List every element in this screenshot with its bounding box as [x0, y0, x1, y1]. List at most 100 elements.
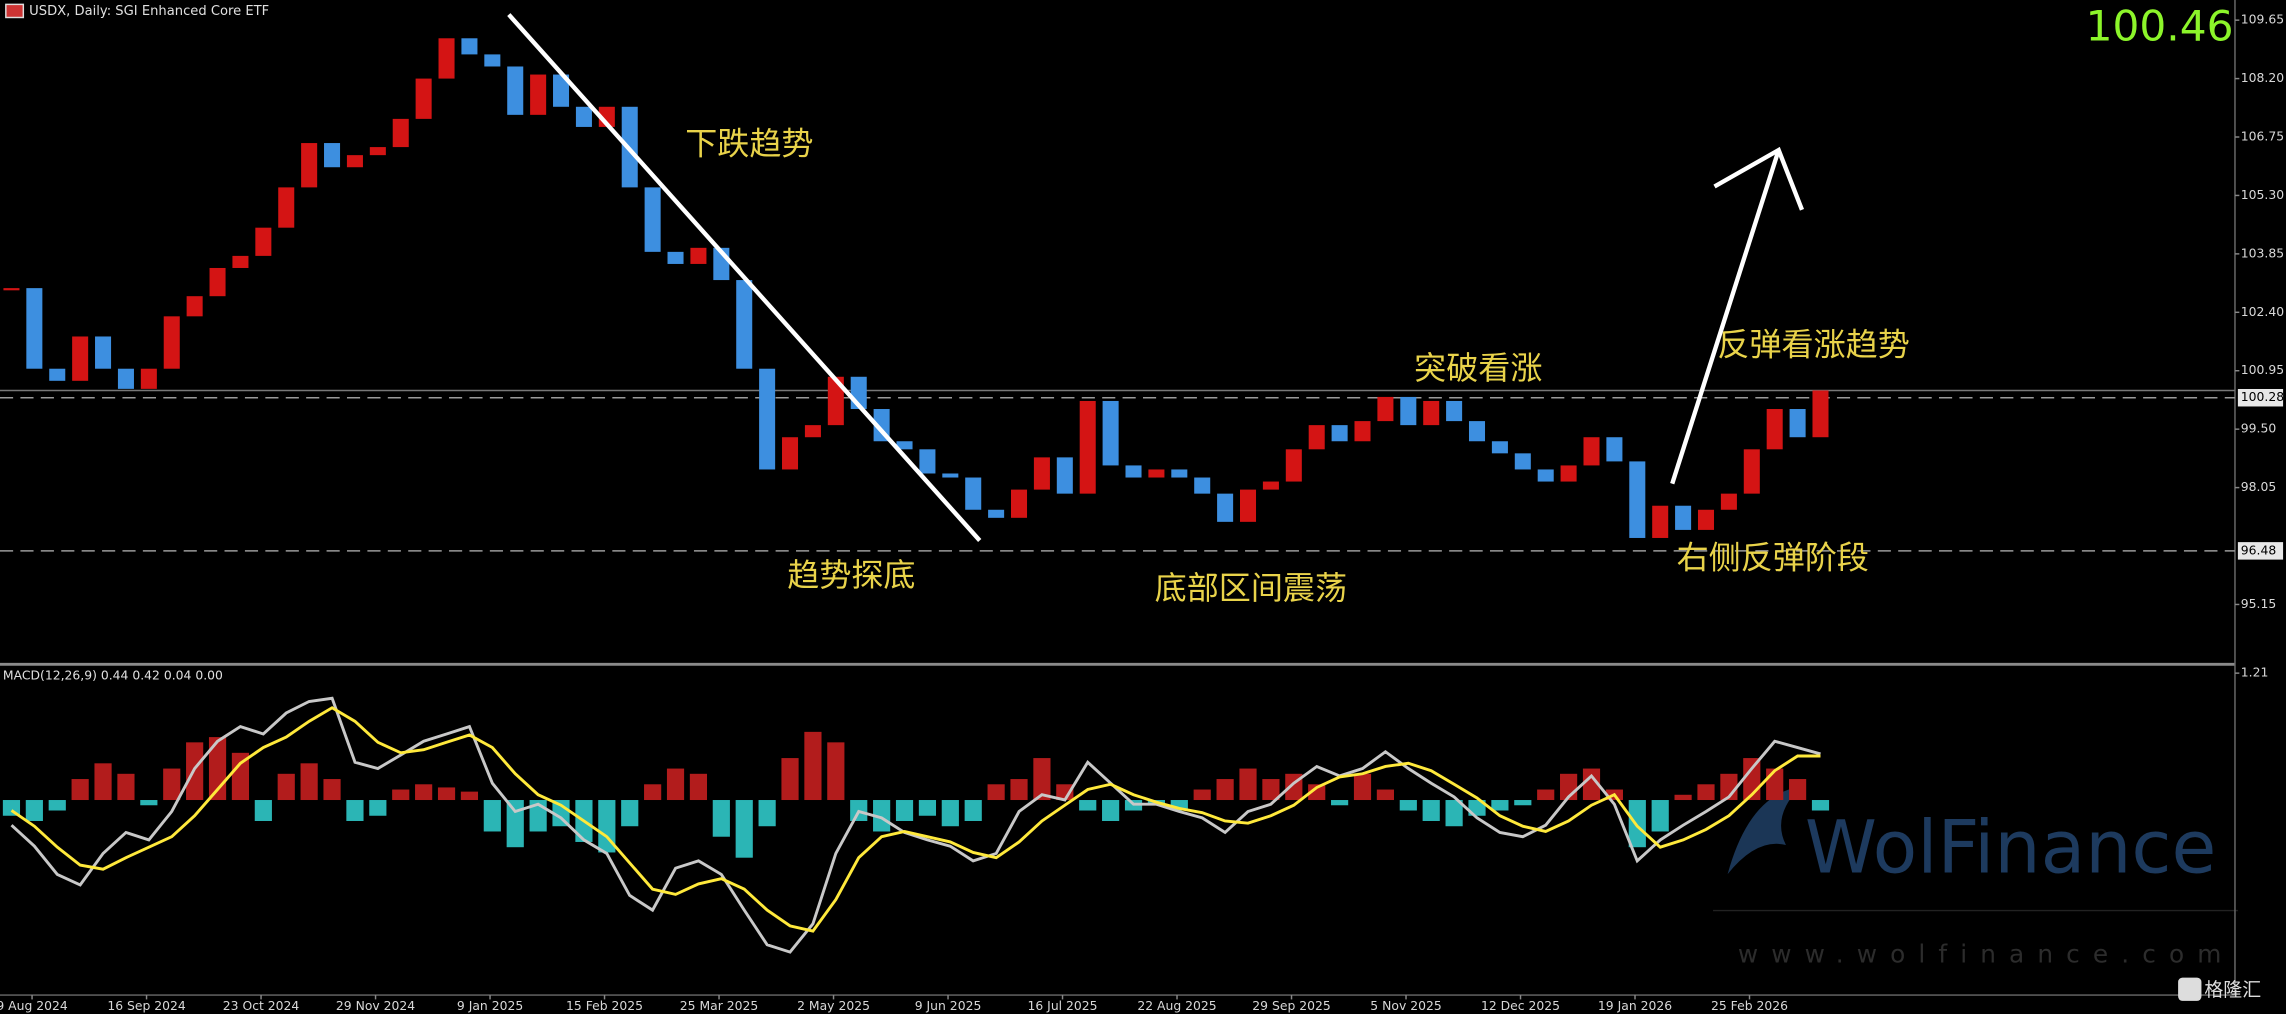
- candle-body: [26, 288, 43, 369]
- level-label: 96.48: [2241, 543, 2277, 557]
- candle-body: [1423, 400, 1440, 426]
- candle-body: [1675, 505, 1692, 530]
- histogram-bar: [621, 800, 639, 827]
- candle-body: [575, 106, 592, 127]
- candle-body: [1583, 437, 1600, 466]
- candle-body: [1743, 449, 1760, 494]
- candle-body: [1033, 457, 1050, 490]
- candle-body: [1285, 449, 1302, 482]
- candle-body: [896, 441, 913, 450]
- level-tag: [2237, 542, 2284, 560]
- candle-body: [1011, 489, 1028, 518]
- histogram-bar: [1262, 779, 1280, 801]
- histogram-bar: [1056, 784, 1074, 801]
- histogram-bar: [254, 800, 272, 821]
- annotation: 突破看涨: [1414, 349, 1542, 387]
- candle-body: [72, 336, 89, 381]
- candle-body: [1262, 481, 1279, 490]
- arrow-shaft: [1670, 149, 1781, 485]
- candle-body: [1400, 396, 1417, 426]
- y-tick-label: 99.50: [2241, 422, 2277, 436]
- histogram-bar: [712, 800, 730, 837]
- candle-body: [301, 143, 318, 188]
- candle-body: [1468, 421, 1486, 442]
- trend-line: [507, 13, 982, 542]
- histogram-bar: [460, 791, 479, 801]
- watermark-text: WolFinance: [1805, 805, 2216, 890]
- candle-body: [942, 473, 959, 478]
- annotation: 反弹看涨趋势: [1717, 326, 1909, 364]
- x-tick-label: 16 Jul 2025: [1027, 999, 1097, 1013]
- candle-body: [919, 449, 936, 474]
- plot: 109.65 108.20 106.75 105.30 103.85 102.40 100.…: [0, 13, 2284, 1013]
- histogram-bar: [1010, 779, 1028, 801]
- histogram-bar: [1628, 800, 1646, 848]
- candle-body: [232, 255, 249, 268]
- candle-body: [1125, 465, 1142, 478]
- histogram-bar: [1193, 789, 1211, 801]
- candle-body: [209, 267, 226, 297]
- histogram-bar: [369, 800, 387, 816]
- histogram-bar: [1491, 800, 1509, 811]
- histogram-bar: [437, 787, 456, 801]
- histogram-bar: [1216, 779, 1234, 801]
- candle-body: [1812, 390, 1829, 438]
- histogram-bar: [1399, 800, 1417, 811]
- candle-body: [530, 74, 547, 115]
- candle-body: [553, 74, 570, 107]
- y-tick-label: 1.21: [2241, 666, 2269, 680]
- histogram-bar: [873, 800, 891, 832]
- watermark: WolFinance www.wolfinance.com: [1713, 786, 2238, 969]
- candle-body: [438, 38, 455, 79]
- logo-text: 格隆汇: [2204, 979, 2261, 1001]
- candle-body: [1102, 400, 1119, 466]
- candle-body: [736, 280, 753, 369]
- candle-body: [1789, 409, 1806, 438]
- candle-body: [49, 368, 66, 381]
- histogram-bar: [346, 800, 364, 821]
- histogram-bar: [987, 784, 1005, 801]
- histogram-bar: [1331, 800, 1349, 806]
- y-tick-label: 108.20: [2241, 71, 2284, 85]
- candle-body: [117, 368, 134, 389]
- histogram-bar: [415, 784, 433, 801]
- histogram-bar: [598, 800, 616, 853]
- histogram-bar: [758, 800, 776, 827]
- histogram-bar: [1102, 800, 1120, 821]
- histogram-bar: [231, 752, 250, 801]
- histogram-bar: [483, 800, 501, 832]
- candle-body: [690, 247, 707, 264]
- candle-body: [1446, 400, 1463, 422]
- x-tick-label: 5 Nov 2025: [1370, 999, 1441, 1013]
- candle-body: [782, 437, 799, 470]
- histogram-bar: [506, 800, 524, 848]
- x-tick-label: 22 Aug 2025: [1137, 999, 1216, 1013]
- histogram-bar: [1445, 800, 1463, 827]
- histogram-bar: [644, 784, 662, 801]
- histogram-bar: [1033, 758, 1051, 801]
- x-tick-label: 12 Dec 2025: [1481, 999, 1560, 1013]
- y-tick-label: 98.05: [2241, 480, 2276, 494]
- x-tick-label: 16 Sep 2024: [107, 999, 186, 1013]
- histogram-bar: [666, 768, 685, 801]
- histogram-bar: [1697, 784, 1715, 801]
- candle-body: [1217, 493, 1234, 522]
- macd-line: [10, 696, 1821, 954]
- candle-body: [278, 187, 295, 228]
- candle-body: [965, 477, 982, 510]
- candle-body: [507, 66, 524, 115]
- annotation: 趋势探底: [787, 556, 915, 594]
- annotation: 下跌趋势: [685, 125, 813, 163]
- histogram-bar: [300, 763, 318, 801]
- histogram-bar: [48, 800, 66, 811]
- candle-body: [1377, 396, 1394, 422]
- histogram-bar: [918, 800, 937, 816]
- histogram-bar: [1514, 800, 1532, 806]
- histogram-bar: [1766, 768, 1784, 801]
- y-tick-label: 109.65: [2241, 13, 2284, 27]
- logo-icon: [2178, 977, 2202, 1001]
- candle-body: [1652, 505, 1669, 538]
- histogram-bar: [323, 779, 341, 801]
